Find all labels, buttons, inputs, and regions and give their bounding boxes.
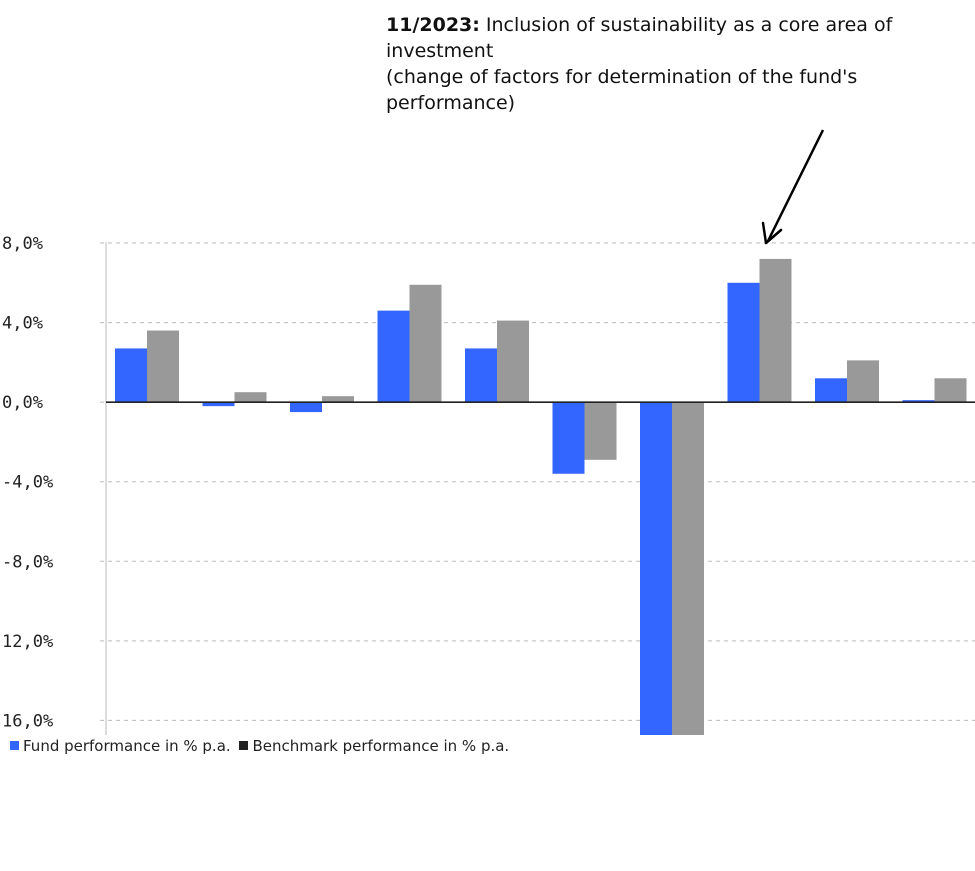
bar-fund-2023 bbox=[727, 282, 760, 403]
bar-chart: 8,0%4,0%0,0%-4,0%-8,0%12,0%16,0%20,0% 20… bbox=[2, 129, 975, 735]
bar-fund-2024 bbox=[815, 378, 847, 403]
legend-item-benchmark: Benchmark performance in % p.a. bbox=[239, 737, 509, 755]
bar-benchmark-2023 bbox=[759, 258, 792, 403]
bar-fund-2025 bbox=[902, 400, 935, 403]
bar-benchmark-2022 bbox=[672, 402, 704, 735]
bar-benchmark-2017 bbox=[234, 392, 267, 403]
bar-benchmark-2024 bbox=[847, 360, 879, 403]
legend-item-fund: Fund performance in % p.a. bbox=[10, 737, 231, 755]
bar-benchmark-2016 bbox=[147, 330, 179, 403]
y-tick-label: 4,0% bbox=[2, 314, 43, 334]
bar-benchmark-2021 bbox=[584, 402, 617, 460]
y-tick-label: 16,0% bbox=[2, 711, 53, 731]
bar-fund-2022 bbox=[640, 402, 672, 735]
bar-benchmark-2020 bbox=[497, 320, 529, 403]
legend-label-fund: Fund performance in % p.a. bbox=[23, 737, 231, 755]
legend: Fund performance in % p.a. Benchmark per… bbox=[10, 737, 513, 755]
legend-swatch-benchmark bbox=[239, 741, 249, 750]
annotation-line1: Inclusion of sustainability as a core ar… bbox=[386, 14, 893, 62]
annotation-arrow bbox=[761, 129, 825, 245]
annotation-line2: (change of factors for determination of … bbox=[386, 66, 858, 114]
grid-lines bbox=[100, 242, 975, 721]
bar-benchmark-2019 bbox=[409, 284, 442, 403]
bar-fund-2017 bbox=[202, 402, 235, 407]
legend-swatch-fund bbox=[10, 741, 19, 750]
bar-fund-2016 bbox=[115, 348, 147, 403]
annotation-date: 11/2023: bbox=[386, 14, 480, 36]
y-tick-label: 8,0% bbox=[2, 234, 43, 254]
annotation-text: 11/2023: Inclusion of sustainability as … bbox=[386, 12, 966, 116]
y-tick-label: 0,0% bbox=[2, 393, 43, 413]
y-tick-label: -4,0% bbox=[2, 473, 53, 493]
bar-fund-2018 bbox=[290, 402, 322, 413]
bar-fund-2019 bbox=[377, 310, 410, 403]
y-tick-labels: 8,0%4,0%0,0%-4,0%-8,0%12,0%16,0%20,0% bbox=[2, 234, 53, 731]
legend-label-benchmark: Benchmark performance in % p.a. bbox=[252, 737, 510, 755]
y-tick-label: -8,0% bbox=[2, 552, 53, 572]
y-tick-label: 12,0% bbox=[2, 632, 53, 652]
bar-fund-2021 bbox=[552, 402, 585, 474]
bar-fund-2020 bbox=[465, 348, 497, 403]
bar-benchmark-2025 bbox=[934, 378, 967, 403]
bars bbox=[115, 258, 967, 735]
bar-benchmark-2018 bbox=[322, 396, 354, 403]
